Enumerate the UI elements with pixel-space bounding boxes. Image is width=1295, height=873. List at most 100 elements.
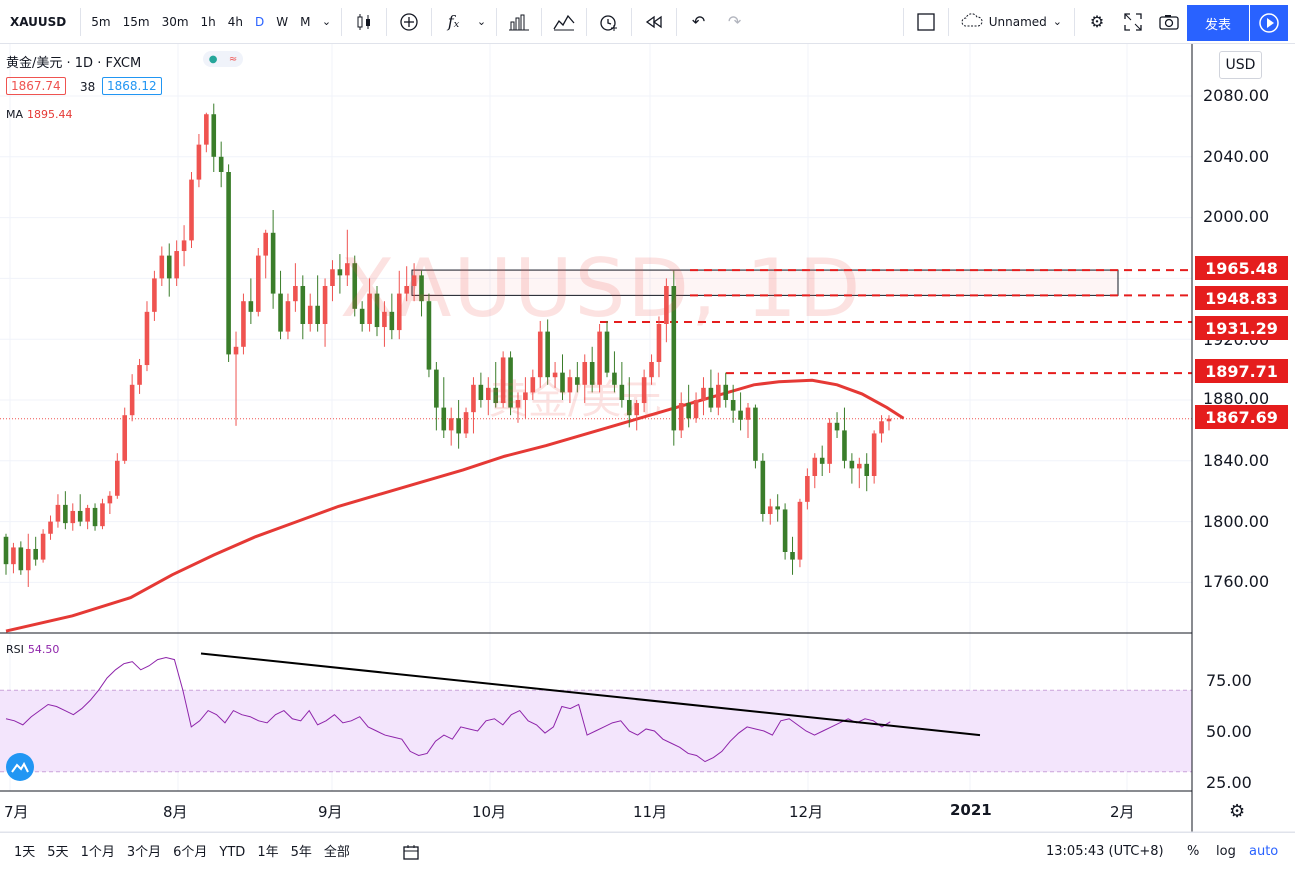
redo-icon[interactable]: ↷ xyxy=(727,12,742,31)
chevron-down-icon[interactable]: ⌄ xyxy=(476,15,487,28)
candle xyxy=(278,270,283,340)
candles-icon[interactable] xyxy=(346,5,382,39)
interval-4h[interactable]: 4h xyxy=(227,14,244,29)
candle-body xyxy=(649,362,654,378)
percent-toggle[interactable]: % xyxy=(1187,844,1200,859)
candle-body xyxy=(812,457,818,476)
bar-chart-icon[interactable] xyxy=(501,5,537,39)
tradingview-logo[interactable] xyxy=(6,753,34,781)
chart-canvas[interactable] xyxy=(0,44,1295,832)
rsi-legend[interactable]: RSI 54.50 xyxy=(6,643,59,656)
candle-body xyxy=(500,357,506,404)
candle xyxy=(701,377,706,416)
candle xyxy=(738,392,743,431)
ma-legend[interactable]: MA 1895.44 xyxy=(6,108,73,121)
fullscreen-icon[interactable] xyxy=(1115,5,1151,39)
range-5d[interactable]: 5天 xyxy=(47,845,69,860)
layout-name-menu[interactable]: Unnamed ⌄ xyxy=(953,13,1070,30)
candle xyxy=(686,384,691,428)
candle xyxy=(181,225,187,267)
candle-body xyxy=(575,377,580,385)
candle xyxy=(678,392,684,438)
alert-clock-icon[interactable] xyxy=(591,5,627,39)
level-label-1931[interactable]: 1931.29 xyxy=(1195,316,1288,340)
candle xyxy=(716,372,721,416)
toolbar-divider xyxy=(902,7,904,36)
clock-display[interactable]: 13:05:43 (UTC+8) xyxy=(1046,844,1164,859)
candle-body xyxy=(337,269,343,276)
candle-body xyxy=(760,460,766,514)
toolbar-divider xyxy=(1074,7,1075,36)
time-label: 10月 xyxy=(472,803,507,821)
interval-m[interactable]: M xyxy=(300,14,311,29)
candle xyxy=(471,377,476,434)
currency-button[interactable]: USD xyxy=(1219,51,1262,79)
candle xyxy=(315,275,320,332)
play-button[interactable] xyxy=(1250,5,1288,41)
candle-body xyxy=(515,400,521,408)
range-1m[interactable]: 1个月 xyxy=(80,845,115,860)
legend-status-icons[interactable]: ● ≈ xyxy=(203,51,243,67)
ask-price[interactable]: 1868.12 xyxy=(102,77,162,95)
candle xyxy=(805,468,810,510)
interval-5m[interactable]: 5m xyxy=(91,14,111,29)
gear-icon[interactable]: ⚙ xyxy=(1089,12,1105,31)
time-label: 8月 xyxy=(163,803,188,821)
candle xyxy=(337,254,343,294)
candle-body xyxy=(730,400,736,411)
candle xyxy=(827,418,832,473)
candle-body xyxy=(255,255,261,312)
auto-toggle[interactable]: auto xyxy=(1249,844,1279,859)
candle xyxy=(641,369,647,413)
last-price-label[interactable]: 1867.69 xyxy=(1195,405,1288,429)
toolbar-divider xyxy=(80,7,82,36)
candle xyxy=(656,316,662,378)
candle-body xyxy=(330,269,335,286)
bid-price[interactable]: 1867.74 xyxy=(6,77,66,95)
symbol-legend[interactable]: 黄金/美元 · 1D · FXCM xyxy=(6,56,142,71)
range-1d[interactable]: 1天 xyxy=(14,845,36,860)
range-ytd[interactable]: YTD xyxy=(219,845,246,860)
publish-button[interactable]: 发表 xyxy=(1187,5,1249,41)
level-label-1897[interactable]: 1897.71 xyxy=(1195,359,1288,383)
replay-icon[interactable] xyxy=(636,5,672,39)
layout-icon[interactable] xyxy=(908,5,944,39)
candle xyxy=(233,331,239,426)
symbol-search[interactable]: XAUUSD xyxy=(10,14,67,29)
ma-label: MA xyxy=(6,108,24,121)
logo-icon xyxy=(11,761,29,773)
chevron-down-icon[interactable]: ⌄ xyxy=(321,15,332,28)
candle xyxy=(322,278,328,347)
interval-1h[interactable]: 1h xyxy=(200,14,216,29)
interval-30m[interactable]: 30m xyxy=(161,14,189,29)
add-indicator-icon[interactable] xyxy=(391,5,427,39)
level-label-1948[interactable]: 1948.83 xyxy=(1195,286,1288,310)
candle xyxy=(708,369,714,413)
gear-icon[interactable]: ⚙ xyxy=(1229,801,1246,822)
range-all[interactable]: 全部 xyxy=(323,845,350,860)
level-label-1965[interactable]: 1965.48 xyxy=(1195,256,1288,280)
range-5y[interactable]: 5年 xyxy=(290,845,312,860)
toolbar-divider xyxy=(540,7,542,36)
candle xyxy=(159,246,165,286)
camera-icon[interactable] xyxy=(1151,5,1187,39)
candle xyxy=(241,293,246,355)
candle-body xyxy=(204,114,209,145)
calendar-icon[interactable] xyxy=(402,843,420,865)
interval-15m[interactable]: 15m xyxy=(122,14,150,29)
candle-body xyxy=(159,255,165,279)
compare-icon[interactable] xyxy=(546,5,582,39)
candle-body xyxy=(582,362,588,385)
candle xyxy=(545,319,550,385)
candle-body xyxy=(530,377,536,393)
range-6m[interactable]: 6个月 xyxy=(173,845,208,860)
interval-w[interactable]: W xyxy=(276,14,289,29)
function-icon[interactable]: 𝑓ₓ xyxy=(447,12,460,31)
candle-body xyxy=(411,275,417,286)
log-toggle[interactable]: log xyxy=(1216,844,1236,859)
range-1y[interactable]: 1年 xyxy=(257,845,279,860)
candle-body xyxy=(552,372,558,378)
interval-d[interactable]: D xyxy=(255,14,265,29)
range-3m[interactable]: 3个月 xyxy=(126,845,162,860)
undo-icon[interactable]: ↶ xyxy=(691,12,706,31)
